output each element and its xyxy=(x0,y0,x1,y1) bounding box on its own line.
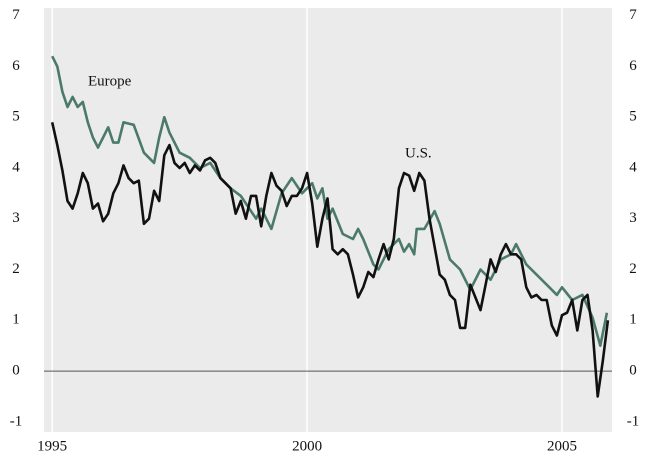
annotation: Europe xyxy=(88,73,132,89)
plot-area xyxy=(44,8,612,432)
y-tick-label: 2 xyxy=(12,261,20,277)
y2-tick-label: 6 xyxy=(629,58,637,74)
y2-tick-label: -1 xyxy=(627,413,640,429)
y-tick-label: 3 xyxy=(12,210,20,226)
y-tick-label: 0 xyxy=(12,363,20,379)
y-tick-label: 5 xyxy=(12,109,20,125)
y2-tick-label: 0 xyxy=(629,363,637,379)
y-tick-label: 4 xyxy=(12,159,20,175)
y2-tick-label: 1 xyxy=(629,312,637,328)
y2-tick-label: 7 xyxy=(629,7,637,23)
y-tick-label: -1 xyxy=(10,413,23,429)
annotation: U.S. xyxy=(405,145,432,161)
x-tick-label: 2005 xyxy=(547,438,577,454)
y2-tick-label: 2 xyxy=(629,261,637,277)
x-tick-label: 2000 xyxy=(292,438,322,454)
y2-tick-label: 5 xyxy=(629,109,637,125)
y-tick-label: 6 xyxy=(12,58,20,74)
y2-tick-label: 4 xyxy=(629,159,637,175)
line-series xyxy=(51,55,609,347)
line-series xyxy=(50,122,610,398)
x-tick-label: 1995 xyxy=(37,438,67,454)
y-tick-label: 7 xyxy=(12,7,20,23)
y-tick-label: 1 xyxy=(12,312,20,328)
y2-tick-label: 3 xyxy=(629,210,637,226)
